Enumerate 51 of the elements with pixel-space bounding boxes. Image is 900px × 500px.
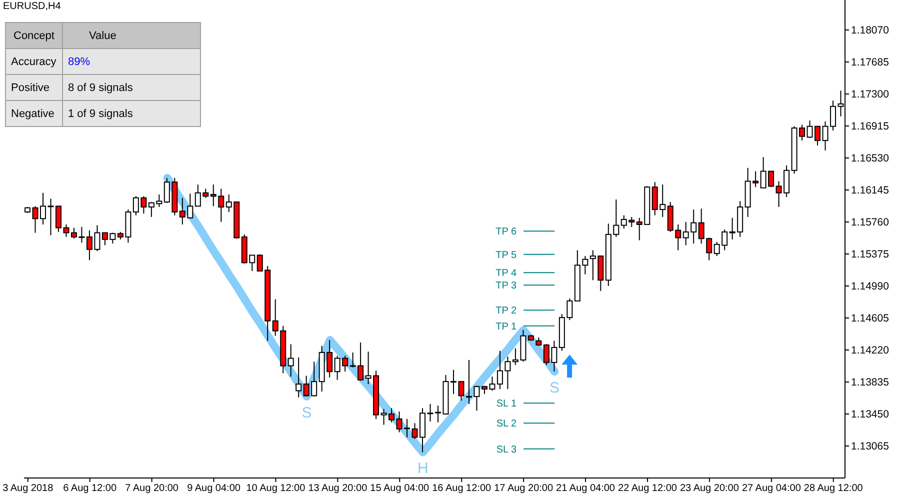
annotation: H	[417, 460, 428, 478]
x-tick-label: 28 Aug 12:00	[804, 483, 864, 494]
annotation: Negative	[6, 100, 62, 126]
x-tick-label: 10 Aug 12:00	[246, 483, 306, 494]
y-tick-label: 1.17685	[851, 56, 890, 69]
y-tick-label: 1.17300	[851, 88, 890, 101]
y-tick-label: 1.14990	[851, 280, 890, 293]
candlestick	[288, 344, 294, 378]
x-tick-label: 21 Aug 04:00	[556, 483, 616, 494]
x-tick-label: 6 Aug 12:00	[63, 483, 117, 494]
y-tick-label: 1.13065	[851, 440, 890, 453]
series-label: SL 3	[496, 444, 518, 456]
annotation: 89%	[62, 48, 200, 74]
x-tick-label: 27 Aug 04:00	[742, 483, 802, 494]
x-tick-label: 22 Aug 12:00	[618, 483, 678, 494]
series-label: SL 1	[496, 398, 518, 410]
annotation: 8 of 9 signals	[62, 74, 200, 100]
y-tick-label: 1.18070	[851, 24, 890, 37]
y-tick-label: 1.15760	[851, 216, 890, 229]
y-tick-label: 1.13835	[851, 376, 890, 389]
annotation: S	[550, 380, 560, 397]
y-tick-label: 1.16145	[851, 184, 890, 197]
series-label: TP 1	[496, 321, 518, 332]
annotation: Value	[62, 22, 200, 48]
x-tick-label: 7 Aug 20:00	[125, 483, 179, 494]
chart-title: EURUSD,H4	[3, 1, 61, 12]
series-label: TP 2	[496, 306, 518, 317]
x-tick-label: 15 Aug 04:00	[370, 483, 430, 494]
annotation: 1 of 9 signals	[62, 100, 200, 126]
series-label: TP 5	[496, 250, 518, 261]
y-tick-label: 1.16530	[851, 152, 890, 165]
series-label: TP 4	[496, 268, 518, 280]
x-tick-label: 9 Aug 04:00	[187, 483, 241, 494]
x-tick-label: 16 Aug 12:00	[432, 483, 492, 494]
y-tick-label: 1.16915	[851, 120, 890, 133]
y-tick-label: 1.14605	[851, 312, 890, 325]
candlestick	[296, 356, 302, 398]
annotation: Concept	[6, 22, 62, 48]
y-tick-label: 1.15375	[851, 248, 890, 261]
series-label: SL 2	[496, 418, 518, 430]
annotation: Positive	[6, 74, 62, 100]
x-tick-label: 13 Aug 20:00	[308, 483, 368, 494]
y-tick-label: 1.13450	[851, 408, 890, 421]
annotation: S	[302, 404, 312, 422]
series-label: TP 3	[496, 280, 518, 292]
y-tick-label: 1.14220	[851, 344, 890, 357]
x-tick-label: 3 Aug 2018	[2, 483, 54, 494]
x-tick-label: 17 Aug 20:00	[494, 483, 554, 494]
series-label: TP 6	[496, 226, 518, 238]
x-tick-label: 23 Aug 20:00	[680, 483, 740, 494]
annotation: Accuracy	[6, 48, 62, 74]
